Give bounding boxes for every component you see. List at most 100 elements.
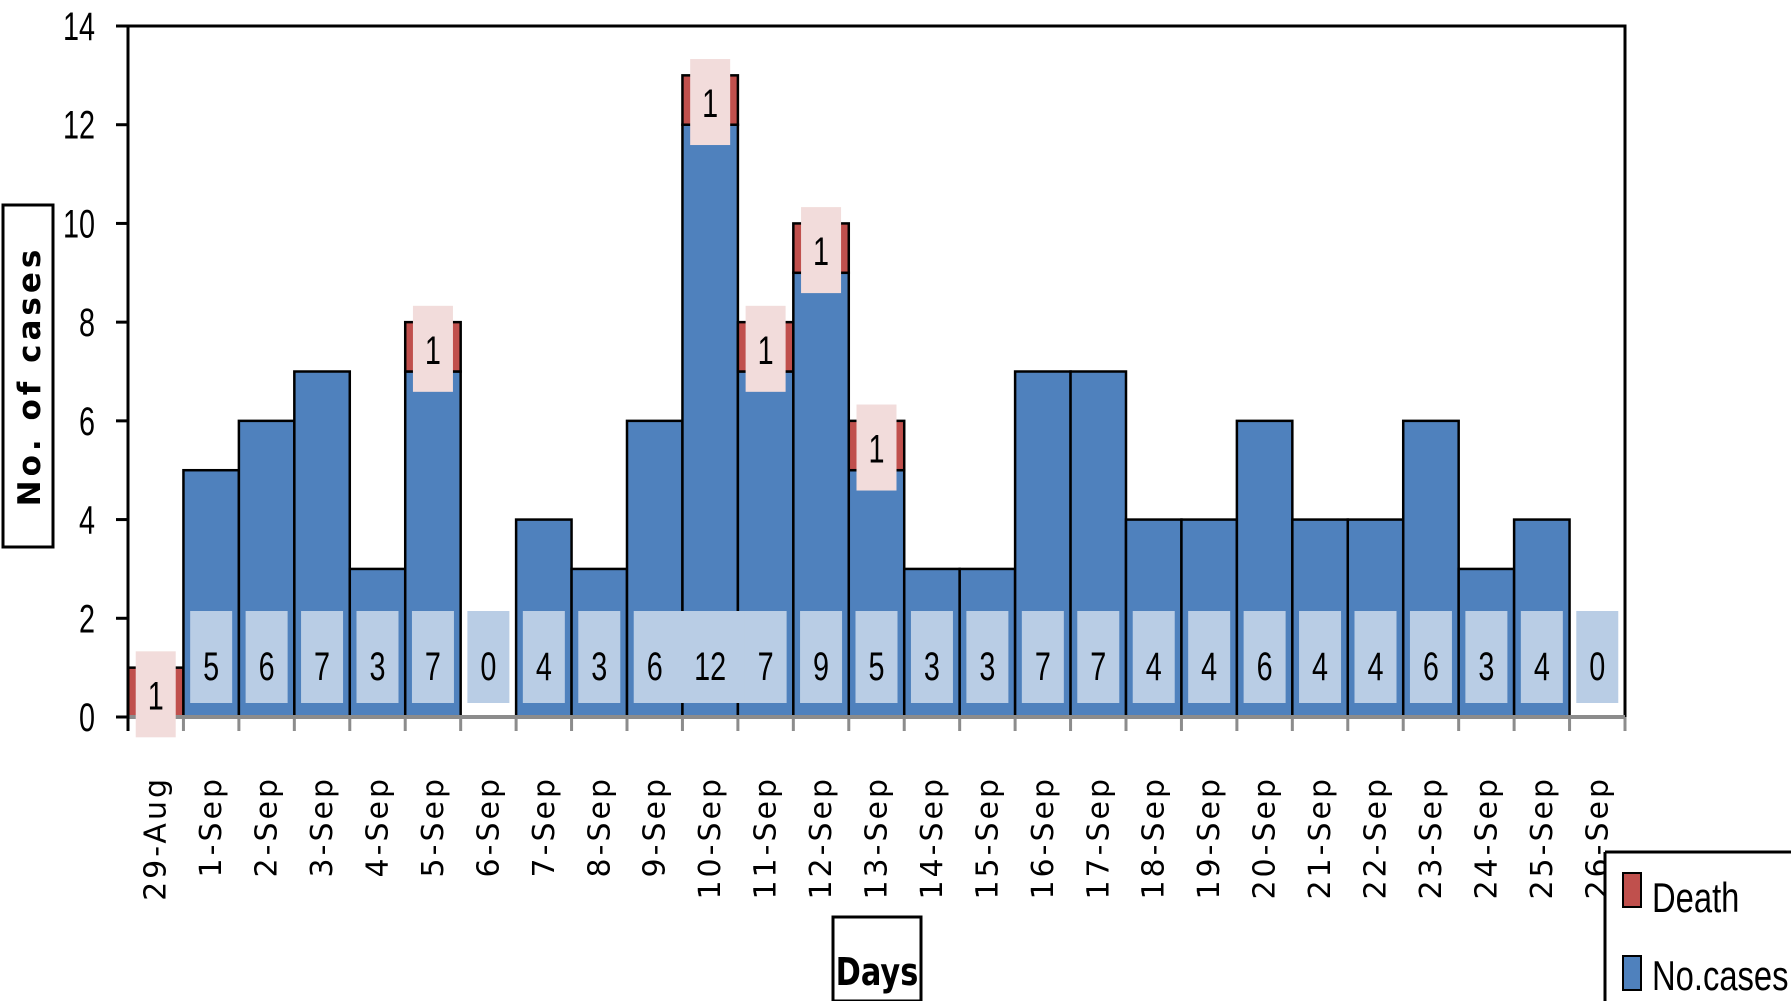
x-tick-label: 18-Sep	[1137, 776, 1172, 900]
x-tick-label: 8-Sep	[582, 776, 617, 877]
legend-swatch-cases	[1622, 955, 1642, 991]
data-label-cases-bg	[1077, 611, 1120, 703]
data-label-cases: 3	[369, 644, 385, 689]
data-label-cases: 4	[536, 644, 552, 689]
data-label-death: 1	[813, 230, 829, 275]
x-axis-label: Days	[836, 951, 919, 995]
data-label-cases-bg	[411, 611, 454, 703]
y-tick-label: 10	[63, 202, 95, 247]
x-tick-label: 13-Sep	[860, 776, 895, 900]
x-tick-label: 1-Sep	[194, 776, 229, 877]
data-label-cases-bg	[966, 611, 1009, 703]
x-tick-label: 16-Sep	[1026, 776, 1061, 900]
y-axis-label: No. of cases	[12, 246, 48, 507]
legend-swatch-death	[1622, 872, 1642, 908]
data-label-cases: 3	[591, 644, 607, 689]
data-label-cases-bg	[744, 611, 787, 703]
data-label-death: 1	[148, 674, 164, 719]
data-label-cases-bg	[578, 611, 621, 703]
data-label-cases-bg	[910, 611, 953, 703]
data-label-cases: 6	[259, 644, 275, 689]
data-label-cases-bg	[1409, 611, 1452, 703]
data-label-cases-bg	[855, 611, 898, 703]
data-label-cases: 4	[1146, 644, 1162, 689]
x-tick-label: 22-Sep	[1359, 776, 1394, 900]
data-label-cases: 5	[868, 644, 884, 689]
data-label-cases: 7	[314, 644, 330, 689]
x-tick-label: 25-Sep	[1525, 776, 1560, 900]
x-tick-label: 12-Sep	[804, 776, 839, 900]
data-label-cases-bg	[301, 611, 344, 703]
x-tick-label: 29-Aug	[139, 776, 174, 901]
x-tick-label: 5-Sep	[416, 776, 451, 877]
data-label-cases: 4	[1201, 644, 1217, 689]
data-label-cases-bg	[467, 611, 510, 703]
x-tick-label: 19-Sep	[1192, 776, 1227, 900]
data-label-cases-bg	[1520, 611, 1563, 703]
data-label-cases-bg	[1132, 611, 1175, 703]
data-label-cases: 5	[203, 644, 219, 689]
y-tick-label: 12	[63, 103, 95, 148]
data-label-cases: 7	[1090, 644, 1106, 689]
data-label-cases-bg	[633, 611, 676, 703]
x-tick-label: 6-Sep	[471, 776, 506, 877]
data-label-cases-bg	[1243, 611, 1286, 703]
data-label-cases-bg	[190, 611, 233, 703]
y-tick-label: 2	[79, 597, 95, 642]
data-label-cases: 6	[1257, 644, 1273, 689]
x-axis-title: Days	[831, 915, 923, 1001]
data-label-cases: 4	[1534, 644, 1550, 689]
legend: Death No.cases	[1603, 850, 1791, 1001]
data-label-cases: 6	[1423, 644, 1439, 689]
data-label-cases: 7	[1035, 644, 1051, 689]
data-label-cases: 7	[758, 644, 774, 689]
data-label-cases: 6	[647, 644, 663, 689]
data-label-cases: 12	[694, 644, 726, 689]
data-label-death-bg	[135, 651, 176, 738]
y-tick-label: 0	[79, 695, 95, 740]
x-tick-label: 24-Sep	[1469, 776, 1504, 900]
y-tick-label: 14	[63, 4, 95, 49]
data-label-cases: 7	[425, 644, 441, 689]
y-tick-label: 4	[79, 498, 95, 543]
data-label-death: 1	[868, 427, 884, 472]
y-axis-title: No. of cases	[1, 203, 55, 549]
data-label-cases: 4	[1312, 644, 1328, 689]
data-label-cases-bg	[1465, 611, 1508, 703]
data-label-cases-bg	[522, 611, 565, 703]
data-label-death-bg	[745, 305, 786, 392]
data-label-death: 1	[425, 328, 441, 373]
data-label-cases-bg	[1576, 611, 1619, 703]
data-label-death-bg	[856, 404, 897, 491]
y-axis-ticks: 0 2 4 6 8 10 12 14	[63, 4, 128, 740]
data-label-cases-bg	[1021, 611, 1064, 703]
data-label-cases-bg	[1299, 611, 1342, 703]
x-tick-label: 2-Sep	[250, 776, 285, 877]
x-axis-ticks: 29-Aug 1-Sep 2-Sep 3-Sep 4-Sep 5-Sep 6-Sep 7-Se…	[139, 776, 1616, 901]
x-tick-label: 7-Sep	[527, 776, 562, 877]
x-tick-label: 23-Sep	[1414, 776, 1449, 900]
x-tick-label: 9-Sep	[638, 776, 673, 877]
data-label-cases-bg	[673, 611, 748, 703]
x-tick-label: 17-Sep	[1081, 776, 1116, 900]
data-label-cases-bg	[800, 611, 843, 703]
data-label-death-bg	[801, 207, 842, 294]
x-tick-label: 10-Sep	[693, 776, 728, 900]
x-tick-label: 20-Sep	[1248, 776, 1283, 900]
data-label-death-bg	[412, 305, 453, 392]
data-label-cases: 0	[480, 644, 496, 689]
data-label-cases: 4	[1367, 644, 1383, 689]
data-label-cases: 3	[979, 644, 995, 689]
x-tick-label: 11-Sep	[749, 776, 784, 900]
y-tick-label: 8	[79, 301, 95, 346]
data-label-cases: 0	[1589, 644, 1605, 689]
data-label-cases-bg	[245, 611, 288, 703]
data-label-cases: 9	[813, 644, 829, 689]
data-label-cases-bg	[1354, 611, 1397, 703]
y-tick-label: 6	[79, 399, 95, 444]
legend-label-cases: No.cases	[1652, 952, 1789, 999]
data-label-death-bg	[690, 59, 731, 146]
data-label-death: 1	[758, 328, 774, 373]
